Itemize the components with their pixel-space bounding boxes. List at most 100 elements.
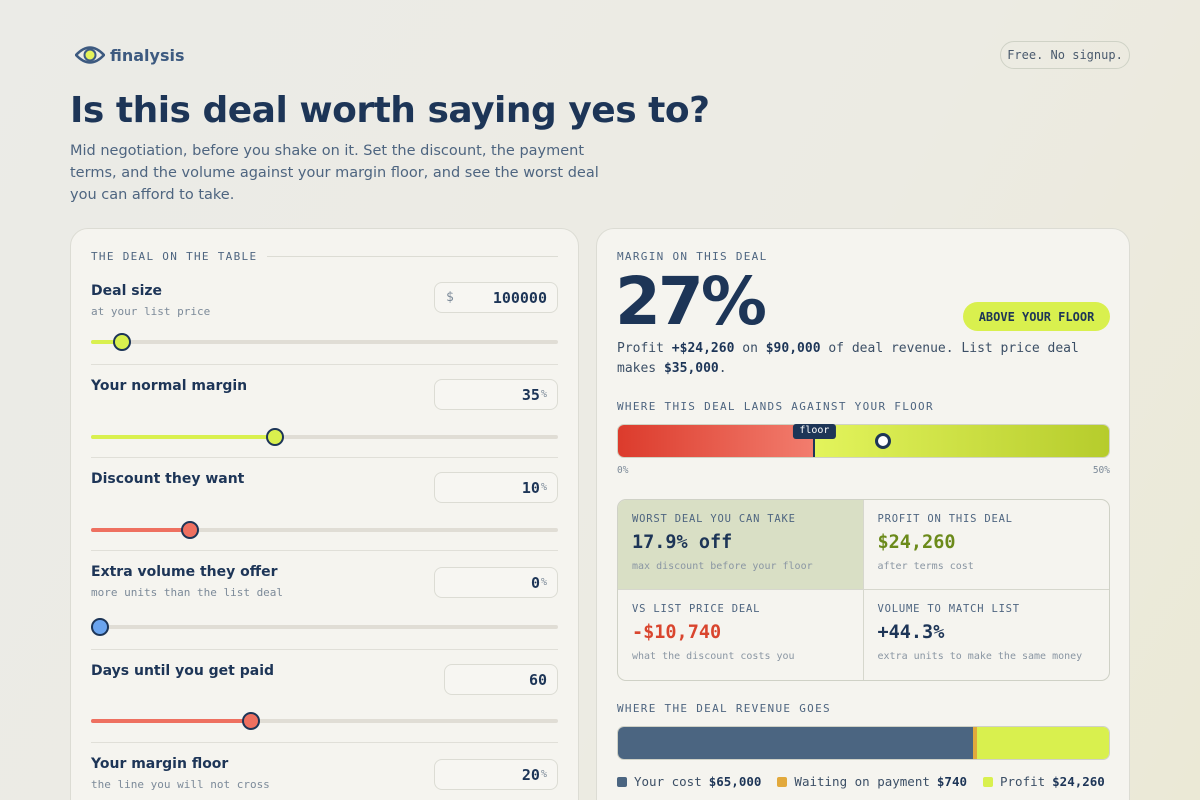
summary-figure: $35,000 bbox=[663, 361, 719, 376]
slider-track[interactable] bbox=[90, 618, 558, 636]
gauge-marker bbox=[875, 433, 892, 449]
summary-figure: +$24,260 bbox=[671, 341, 735, 356]
input-prefix: $ bbox=[446, 290, 454, 305]
input-value: 0 bbox=[530, 573, 540, 592]
slider-track[interactable] bbox=[91, 428, 558, 446]
gauge: floor bbox=[617, 424, 1110, 458]
input-hint: the line you will not cross bbox=[91, 778, 270, 791]
input-label: Deal size bbox=[91, 283, 163, 299]
legend-item: Profit $24,260 bbox=[983, 774, 1105, 789]
stat-value: -$10,740 bbox=[632, 622, 722, 643]
title: Is this deal worth saying yes to? bbox=[70, 90, 710, 131]
number-input[interactable]: 35% bbox=[434, 379, 558, 410]
slider-fill bbox=[91, 528, 190, 532]
panel-heading: THE DEAL ON THE TABLE bbox=[91, 250, 558, 263]
input-value: 60 bbox=[528, 670, 547, 689]
legend-swatch bbox=[983, 776, 993, 787]
result-panel: MARGIN ON THIS DEAL 27% ABOVE YOUR FLOOR… bbox=[596, 228, 1130, 800]
input-unit: % bbox=[540, 389, 547, 400]
legend-value: $740 bbox=[936, 774, 967, 789]
summary-text: of deal revenue. List price deal makes bbox=[617, 341, 1079, 376]
input-row: Days until you get paid 60 bbox=[91, 649, 558, 742]
summary: Profit +$24,260 on $90,000 of deal reven… bbox=[617, 339, 1107, 379]
number-input[interactable]: 10% bbox=[434, 472, 558, 503]
stat-note: after terms cost bbox=[877, 561, 974, 572]
input-row: Your normal margin 35% bbox=[91, 364, 558, 457]
stat-value: +44.3% bbox=[877, 622, 945, 643]
margin-value: 27% bbox=[615, 263, 767, 340]
stat-label: PROFIT ON THIS DEAL bbox=[877, 513, 1013, 525]
revenue-segment bbox=[976, 727, 1109, 759]
legend-name: Your cost bbox=[634, 774, 702, 789]
logo[interactable]: finalysis bbox=[75, 44, 185, 66]
input-row: Extra volume they offer more units than t… bbox=[90, 550, 558, 649]
gauge-heading: WHERE THIS DEAL LANDS AGAINST YOUR FLOOR bbox=[617, 400, 934, 413]
badge: Free. No signup. bbox=[1000, 41, 1130, 69]
slider-fill bbox=[91, 719, 252, 723]
floor-tag: floor bbox=[793, 424, 836, 439]
slider-thumb[interactable] bbox=[181, 521, 199, 539]
number-input[interactable]: $100000 bbox=[434, 282, 558, 313]
stat-note: extra units to make the same money bbox=[877, 651, 1083, 662]
stat-card: WORST DEAL YOU CAN TAKE 17.9% off max disc… bbox=[618, 500, 864, 590]
revenue-segment bbox=[618, 727, 973, 759]
gauge-tick-label: 50% bbox=[1092, 465, 1110, 476]
slider-thumb[interactable] bbox=[242, 712, 261, 730]
legend-swatch bbox=[777, 776, 788, 787]
heading-text: THE DEAL ON THE TABLE bbox=[91, 250, 258, 263]
input-label: Extra volume they offer bbox=[91, 564, 278, 580]
input-label: Discount they want bbox=[91, 471, 245, 487]
brand: finalysis bbox=[110, 45, 185, 65]
input-row: Deal size at your list price $100000 bbox=[91, 270, 558, 364]
stat-label: WORST DEAL YOU CAN TAKE bbox=[632, 513, 796, 525]
input-label: Your normal margin bbox=[91, 378, 248, 394]
logo-icon bbox=[75, 46, 105, 64]
summary-figure: $90,000 bbox=[765, 341, 821, 356]
input-row: Your margin floor the line you will not c… bbox=[91, 742, 558, 800]
input-hint: at your list price bbox=[91, 305, 211, 318]
stat-note: what the discount costs you bbox=[632, 651, 795, 662]
stat-label: VOLUME TO MATCH LIST bbox=[877, 603, 1020, 615]
slider-track[interactable] bbox=[91, 521, 558, 539]
input-unit: % bbox=[540, 769, 547, 780]
input-value: 35 bbox=[521, 385, 540, 404]
input-hint: more units than the list deal bbox=[91, 586, 284, 599]
summary-text: on bbox=[734, 341, 766, 356]
slider-thumb[interactable] bbox=[112, 333, 131, 351]
stat-note: max discount before your floor bbox=[632, 561, 813, 572]
revenue-segment bbox=[972, 727, 977, 759]
slider-thumb[interactable] bbox=[265, 428, 284, 446]
input-label: Days until you get paid bbox=[91, 663, 275, 679]
summary-text: . bbox=[718, 361, 727, 376]
input-unit: % bbox=[540, 577, 547, 588]
margin-heading: MARGIN ON THIS DEAL bbox=[617, 250, 768, 263]
legend-item: Your cost $65,000 bbox=[617, 774, 761, 789]
input-value: 20 bbox=[521, 765, 540, 784]
gauge-tick-label: 0% bbox=[617, 465, 629, 476]
number-input[interactable]: 20% bbox=[434, 759, 558, 790]
slider-thumb[interactable] bbox=[90, 618, 109, 636]
number-input[interactable]: 0% bbox=[434, 567, 558, 598]
stat-card: VS LIST PRICE DEAL -$10,740 what the disco… bbox=[618, 590, 864, 680]
slider-track[interactable] bbox=[91, 333, 558, 351]
slider-fill bbox=[91, 435, 275, 439]
stat-label: VS LIST PRICE DEAL bbox=[632, 603, 761, 615]
input-row: Discount they want 10% bbox=[91, 457, 558, 550]
stat-card: PROFIT ON THIS DEAL $24,260 after terms co… bbox=[863, 500, 1109, 590]
slider-fill bbox=[91, 340, 122, 344]
legend-name: Waiting on payment bbox=[794, 774, 930, 789]
gauge-below-floor bbox=[618, 425, 815, 457]
slider-track[interactable] bbox=[91, 712, 558, 730]
legend-name: Profit bbox=[1000, 774, 1046, 789]
stats: WORST DEAL YOU CAN TAKE 17.9% off max disc… bbox=[617, 499, 1110, 681]
subtitle: Mid negotiation, before you shake on it.… bbox=[70, 143, 599, 203]
input-value: 10 bbox=[521, 478, 540, 497]
stat-value: $24,260 bbox=[877, 532, 956, 553]
revenue-heading: WHERE THE DEAL REVENUE GOES bbox=[617, 702, 831, 715]
status-badge: ABOVE YOUR FLOOR bbox=[963, 302, 1110, 331]
deal-panel: THE DEAL ON THE TABLE Deal size at your l… bbox=[70, 228, 579, 800]
legend: Your cost $65,000 Waiting on payment $740 Pr… bbox=[617, 774, 1105, 789]
number-input[interactable]: 60 bbox=[444, 664, 558, 695]
input-value: 100000 bbox=[492, 288, 547, 307]
